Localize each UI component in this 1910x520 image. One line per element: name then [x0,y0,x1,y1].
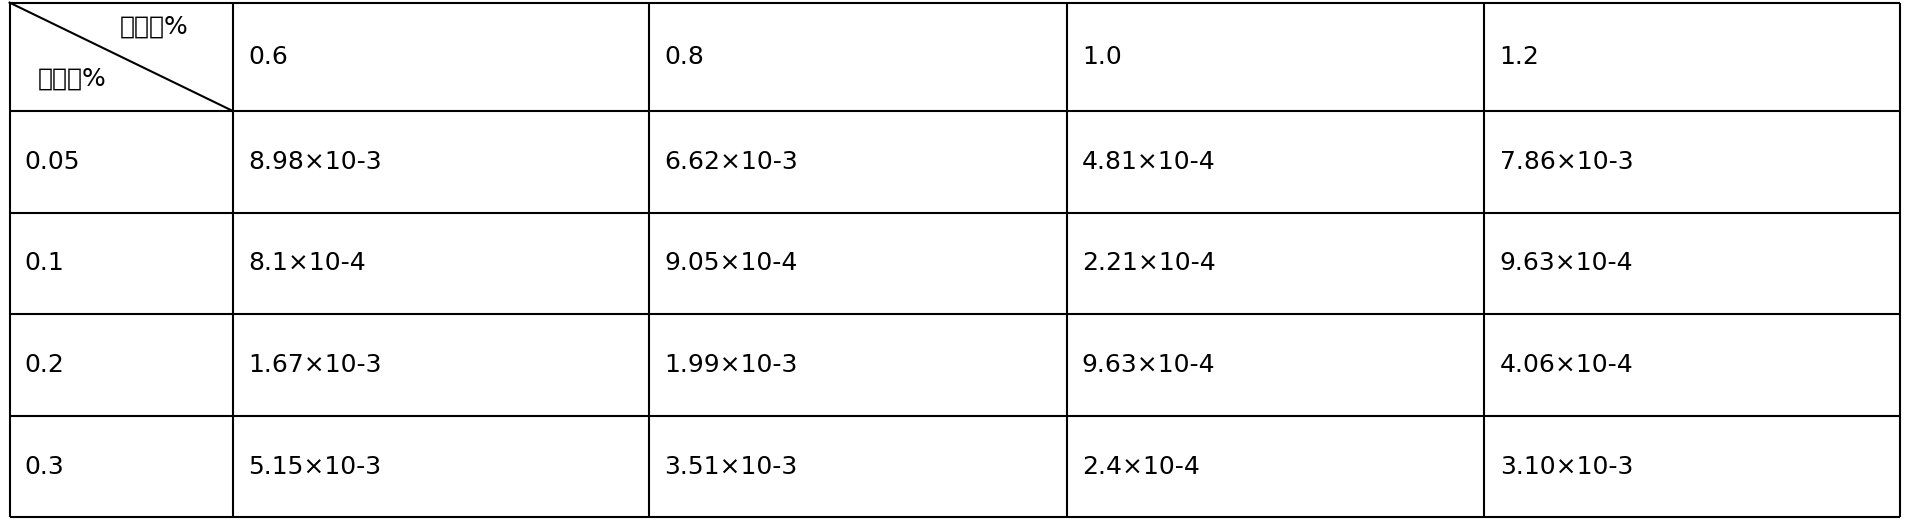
Text: 3.10×10-3: 3.10×10-3 [1499,454,1633,478]
Text: 表活剂%: 表活剂% [38,67,107,90]
Text: 2.21×10-4: 2.21×10-4 [1081,251,1215,276]
Text: 0.2: 0.2 [25,353,65,377]
Text: 1.67×10-3: 1.67×10-3 [248,353,382,377]
Text: 1.99×10-3: 1.99×10-3 [665,353,796,377]
Text: 2.4×10-4: 2.4×10-4 [1081,454,1199,478]
Text: 0.6: 0.6 [248,45,288,69]
Text: 8.1×10-4: 8.1×10-4 [248,251,365,276]
Text: 9.63×10-4: 9.63×10-4 [1499,251,1633,276]
Text: 3.51×10-3: 3.51×10-3 [665,454,796,478]
Text: 7.86×10-3: 7.86×10-3 [1499,150,1633,174]
Text: 9.63×10-4: 9.63×10-4 [1081,353,1215,377]
Text: 6.62×10-3: 6.62×10-3 [665,150,798,174]
Text: 8.98×10-3: 8.98×10-3 [248,150,382,174]
Text: 0.8: 0.8 [665,45,703,69]
Text: 9.05×10-4: 9.05×10-4 [665,251,796,276]
Text: 0.1: 0.1 [25,251,65,276]
Text: 0.05: 0.05 [25,150,80,174]
Text: 5.15×10-3: 5.15×10-3 [248,454,382,478]
Text: 碳酸钠%: 碳酸钠% [120,15,189,38]
Text: 0.3: 0.3 [25,454,65,478]
Text: 1.0: 1.0 [1081,45,1121,69]
Text: 4.06×10-4: 4.06×10-4 [1499,353,1633,377]
Text: 4.81×10-4: 4.81×10-4 [1081,150,1215,174]
Text: 1.2: 1.2 [1499,45,1539,69]
